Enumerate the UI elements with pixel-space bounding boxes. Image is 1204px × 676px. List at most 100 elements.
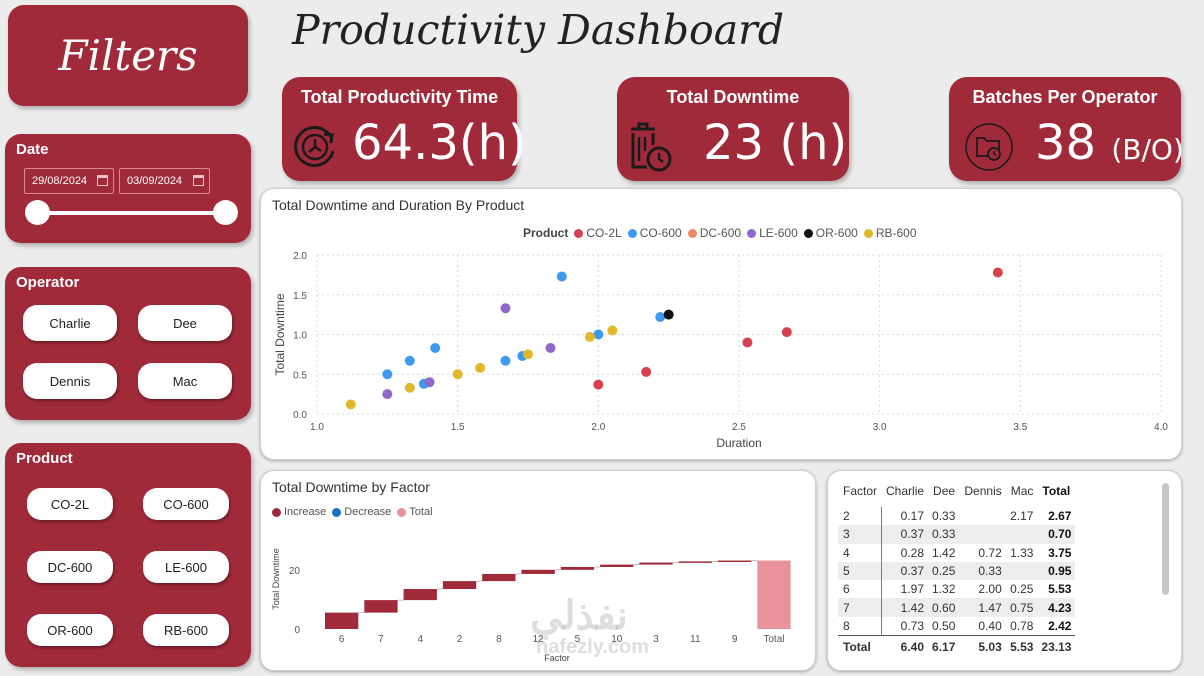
product-button-or-600[interactable]: OR-600: [27, 614, 113, 646]
x-tick-label: 3.5: [1013, 422, 1027, 433]
x-tick-label: Total: [763, 634, 784, 645]
matrix-factor-cell: 8: [838, 616, 882, 636]
date-range-slider[interactable]: [35, 211, 227, 215]
legend-item-dc-600[interactable]: DC-600: [687, 226, 741, 240]
legend-item-rb-600[interactable]: RB-600: [863, 226, 917, 240]
scatter-point-le-600[interactable]: [424, 377, 435, 388]
scatter-point-rb-600[interactable]: [607, 325, 618, 336]
scatter-point-co-600[interactable]: [655, 312, 666, 323]
waterfall-bar[interactable]: [678, 561, 712, 563]
product-button-le-600[interactable]: LE-600: [143, 551, 229, 583]
legend-marker: [574, 228, 584, 238]
slider-start-handle[interactable]: [25, 200, 50, 225]
waterfall-bar[interactable]: [325, 612, 359, 629]
operator-button-mac[interactable]: Mac: [138, 363, 232, 399]
legend-item-co-600[interactable]: CO-600: [627, 226, 682, 240]
matrix-value-cell: 0.25: [1010, 582, 1034, 597]
scatter-point-co-2l[interactable]: [992, 267, 1003, 278]
scatter-point-co-2l[interactable]: [781, 327, 792, 338]
legend-item-le-600[interactable]: LE-600: [747, 226, 798, 240]
x-tick-label: 2: [457, 634, 463, 645]
kpi-batches-value: 38: [1035, 115, 1097, 171]
scatter-point-co-600[interactable]: [404, 355, 415, 366]
y-tick-label: 1.0: [293, 331, 307, 342]
scatter-point-co-2l[interactable]: [641, 366, 652, 377]
legend-item-decrease[interactable]: Decrease: [332, 506, 391, 518]
scatter-point-co-600[interactable]: [500, 355, 511, 366]
scatter-point-co-600[interactable]: [430, 343, 441, 354]
scatter-point-co-2l[interactable]: [593, 379, 604, 390]
matrix-header-charlie[interactable]: Charlie: [886, 484, 925, 498]
operator-button-dee[interactable]: Dee: [138, 305, 232, 341]
table-row: 4 0.28 1.42 0.72 1.33 3.75: [838, 543, 1075, 562]
matrix-total-cell: 3.75: [1048, 545, 1072, 560]
y-tick-label: 2.0: [293, 251, 307, 262]
waterfall-total-bar[interactable]: [757, 560, 791, 629]
waterfall-bar[interactable]: [364, 600, 398, 613]
scatter-point-co-2l[interactable]: [742, 337, 753, 348]
scatter-point-rb-600[interactable]: [404, 382, 415, 393]
waterfall-bar[interactable]: [600, 564, 634, 567]
matrix-header-dee[interactable]: Dee: [933, 484, 956, 498]
scatter-point-le-600[interactable]: [382, 389, 393, 400]
slider-end-handle[interactable]: [213, 200, 238, 225]
matrix-scrollbar[interactable]: [1162, 483, 1169, 595]
matrix-value-cell: 0.33: [932, 509, 956, 524]
scatter-point-le-600[interactable]: [500, 303, 511, 314]
legend-item-total[interactable]: Total: [397, 506, 433, 518]
x-tick-label: 4.0: [1154, 422, 1168, 433]
scatter-point-rb-600[interactable]: [523, 349, 533, 360]
scatter-legend: Product CO-2L CO-600 DC-600 LE-600 OR-600 RB-…: [523, 226, 923, 240]
waterfall-bar[interactable]: [403, 589, 437, 601]
calendar-icon[interactable]: [193, 175, 204, 186]
matrix-card: Factor Charlie Dee Dennis Mac Total 2 0.1…: [827, 470, 1182, 671]
product-button-co-600[interactable]: CO-600: [143, 488, 229, 520]
scatter-point-rb-600[interactable]: [452, 369, 463, 380]
x-tick-label: 1.0: [310, 422, 324, 433]
x-tick-label: 8: [496, 634, 502, 645]
matrix-header-factor[interactable]: Factor: [843, 484, 878, 498]
end-date-input[interactable]: 03/09/2024: [119, 168, 210, 194]
legend-item-increase[interactable]: Increase: [272, 506, 326, 518]
waterfall-bar[interactable]: [521, 569, 555, 574]
scatter-point-rb-600[interactable]: [584, 331, 595, 342]
waterfall-legend: Increase Decrease Total: [272, 506, 439, 518]
scatter-point-or-600[interactable]: [663, 309, 674, 320]
waterfall-bar[interactable]: [560, 566, 595, 570]
table-row: 6 1.97 1.32 2.00 0.25 5.53: [838, 580, 1075, 599]
calendar-icon[interactable]: [97, 175, 108, 186]
start-date-input[interactable]: 29/08/2024: [24, 168, 114, 194]
matrix-header-dennis[interactable]: Dennis: [964, 484, 1002, 498]
scatter-point-co-600[interactable]: [382, 369, 393, 380]
product-filter-panel: Product CO-2L CO-600 DC-600 LE-600 OR-60…: [5, 443, 251, 667]
waterfall-chart-card: Total Downtime by Factor Increase Decreas…: [260, 470, 816, 671]
matrix-header-total[interactable]: Total: [1042, 484, 1071, 498]
waterfall-bar[interactable]: [639, 562, 673, 565]
scatter-point-le-600[interactable]: [545, 343, 556, 354]
waterfall-bar[interactable]: [442, 581, 477, 590]
matrix-value-cell: 0.72: [978, 545, 1002, 560]
product-button-dc-600[interactable]: DC-600: [27, 551, 113, 583]
scatter-plot[interactable]: 1.0 1.5 2.0 2.5 3.0 3.5 4.0 0.0 0.5 1.0 1.5 2.0 Dura…: [261, 189, 1183, 461]
operator-button-dennis[interactable]: Dennis: [23, 363, 117, 399]
matrix-total-cell: 2.67: [1048, 509, 1072, 524]
matrix-value-cell: 0.33: [928, 525, 960, 544]
x-tick-label: 6: [339, 634, 345, 645]
legend-label: Total: [409, 506, 433, 518]
scatter-point-co-600[interactable]: [593, 329, 604, 340]
scatter-point-rb-600[interactable]: [345, 399, 356, 410]
legend-item-or-600[interactable]: OR-600: [803, 226, 858, 240]
product-button-co-2l[interactable]: CO-2L: [27, 488, 113, 520]
matrix-header-mac[interactable]: Mac: [1010, 484, 1034, 498]
operator-button-charlie[interactable]: Charlie: [23, 305, 117, 341]
scatter-point-rb-600[interactable]: [475, 362, 486, 373]
scatter-point-co-600[interactable]: [556, 271, 567, 282]
waterfall-bar[interactable]: [482, 573, 516, 582]
y-tick-label: 20: [289, 566, 301, 577]
legend-marker: [332, 507, 342, 517]
x-tick-label: 9: [732, 634, 738, 645]
legend-item-co-2l[interactable]: CO-2L: [574, 226, 622, 240]
waterfall-bar[interactable]: [718, 560, 752, 563]
product-button-rb-600[interactable]: RB-600: [143, 614, 229, 646]
